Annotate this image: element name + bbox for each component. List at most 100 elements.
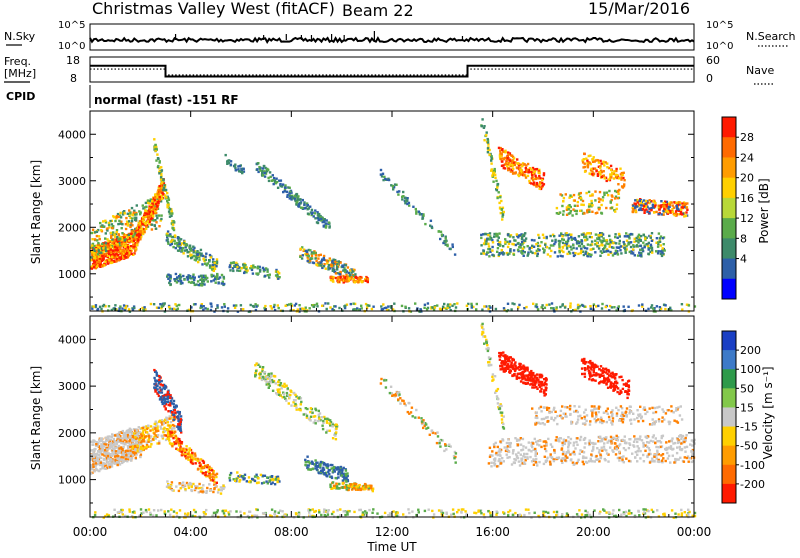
- power-echo: [511, 162, 513, 164]
- power-echo: [655, 250, 657, 252]
- power-echo: [577, 307, 579, 309]
- power-echo: [101, 243, 103, 245]
- power-echo: [636, 205, 638, 207]
- power-echo: [672, 211, 674, 213]
- power-echo: [434, 306, 436, 308]
- power-echo: [264, 305, 266, 307]
- power-echo: [559, 306, 561, 308]
- power-echo: [502, 245, 504, 247]
- power-echo: [171, 212, 173, 214]
- power-echo: [620, 252, 622, 254]
- colorbar-tick-label: 4: [740, 253, 747, 266]
- power-echo: [549, 255, 551, 257]
- power-echo: [544, 244, 546, 246]
- velocity-echo: [133, 452, 135, 454]
- power-echo: [276, 181, 278, 183]
- power-echo: [466, 305, 468, 307]
- power-echo: [556, 207, 558, 209]
- power-echo: [145, 202, 147, 204]
- power-echo: [606, 180, 608, 182]
- velocity-echo: [152, 429, 154, 431]
- power-echo: [605, 207, 607, 209]
- power-echo: [521, 241, 523, 243]
- power-echo: [581, 240, 583, 242]
- noise-left-tick-top: 10^5: [58, 20, 85, 31]
- power-echo: [657, 241, 659, 243]
- power-echo: [429, 225, 431, 227]
- power-echo: [623, 243, 625, 245]
- power-echo: [516, 158, 518, 160]
- power-echo: [656, 305, 658, 307]
- power-echo: [641, 204, 643, 206]
- power-echo: [167, 274, 169, 276]
- velocity-echo: [131, 447, 133, 449]
- power-echo: [158, 172, 160, 174]
- power-echo: [572, 244, 574, 246]
- velocity-echo: [188, 487, 190, 489]
- power-echo: [278, 307, 280, 309]
- power-echo: [480, 237, 482, 239]
- power-echo: [511, 243, 513, 245]
- power-echo: [536, 182, 538, 184]
- power-echo: [380, 305, 382, 307]
- power-echo: [602, 199, 604, 201]
- power-echo: [688, 304, 690, 306]
- power-echo: [159, 196, 161, 198]
- power-echo: [194, 303, 196, 305]
- power-echo: [497, 183, 499, 185]
- power-echo: [284, 187, 286, 189]
- power-echo: [368, 305, 370, 307]
- power-echo: [325, 259, 327, 261]
- power-echo: [487, 138, 489, 140]
- power-echo: [162, 178, 164, 180]
- power-echo: [483, 139, 485, 141]
- power-echo: [129, 212, 131, 214]
- power-echo: [242, 308, 244, 310]
- power-echo: [648, 212, 650, 214]
- power-echo: [418, 211, 420, 213]
- power-echo: [595, 305, 597, 307]
- colorbar-tick-label: 8: [740, 232, 747, 245]
- power-echo: [123, 304, 125, 306]
- power-echo: [204, 278, 206, 280]
- power-echo: [651, 240, 653, 242]
- power-echo: [509, 250, 511, 252]
- velocity-echo: [150, 435, 152, 437]
- velocity-echo: [202, 484, 204, 486]
- power-echo: [505, 162, 507, 164]
- power-echo: [210, 280, 212, 282]
- power-echo: [91, 244, 93, 246]
- power-echo: [142, 204, 144, 206]
- velocity-echo: [207, 471, 209, 473]
- power-echo: [145, 223, 147, 225]
- power-echo: [480, 244, 482, 246]
- power-echo: [273, 177, 275, 179]
- power-echo: [117, 223, 119, 225]
- power-echo: [207, 262, 209, 264]
- colorbar-segment: [722, 238, 736, 259]
- power-echo: [169, 276, 171, 278]
- colorbar-segment: [722, 117, 736, 138]
- velocity-echo: [93, 456, 95, 458]
- power-echo: [541, 179, 543, 181]
- power-echo: [588, 191, 590, 193]
- velocity-echo: [175, 437, 177, 439]
- power-echo: [129, 226, 131, 228]
- power-echo: [657, 246, 659, 248]
- power-echo: [568, 204, 570, 206]
- velocity-echo: [206, 487, 208, 489]
- power-echo: [644, 209, 646, 211]
- power-echo: [167, 230, 169, 232]
- power-echo: [142, 216, 144, 218]
- velocity-echo: [180, 415, 182, 417]
- power-echo: [326, 219, 328, 221]
- power-echo: [608, 235, 610, 237]
- power-echo: [632, 205, 634, 207]
- power-echo: [641, 303, 643, 305]
- power-echo: [182, 252, 184, 254]
- velocity-echo: [139, 456, 141, 458]
- power-echo: [189, 245, 191, 247]
- power-echo: [125, 253, 127, 255]
- power-echo: [264, 172, 266, 174]
- power-echo: [585, 158, 587, 160]
